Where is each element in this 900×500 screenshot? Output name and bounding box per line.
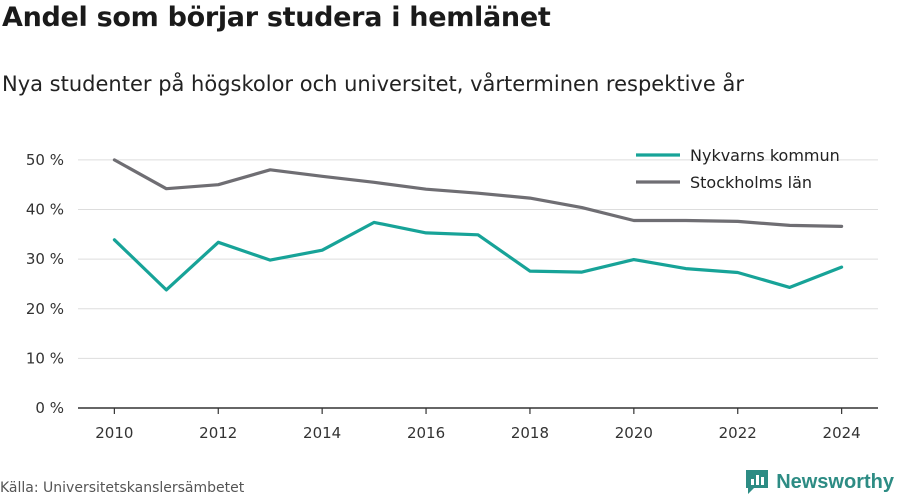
- legend-label: Nykvarns kommun: [690, 146, 840, 165]
- x-tick-label: 2018: [511, 424, 549, 442]
- y-tick-label: 30 %: [26, 250, 64, 268]
- source-note: Källa: Universitetskanslersämbetet: [0, 480, 245, 496]
- y-tick-label: 20 %: [26, 300, 64, 318]
- legend-label: Stockholms län: [690, 173, 812, 192]
- series-line-nykvarns-kommun: [112, 220, 844, 292]
- newsworthy-logo-icon: [746, 470, 769, 494]
- x-tick-label: 2016: [407, 424, 445, 442]
- y-tick-label: 0 %: [35, 399, 64, 417]
- y-tick-label: 10 %: [26, 349, 64, 367]
- x-tick-label: 2010: [95, 424, 133, 442]
- x-tick-label: 2022: [719, 424, 757, 442]
- series-line-stockholms-län: [112, 158, 844, 228]
- x-tick-label: 2014: [303, 424, 341, 442]
- chart-subtitle: Nya studenter på högskolor och universit…: [2, 72, 744, 96]
- chart-title: Andel som börjar studera i hemlänet: [2, 2, 551, 33]
- brand-name: Newsworthy: [776, 470, 894, 493]
- y-tick-label: 40 %: [26, 201, 64, 219]
- x-tick-label: 2020: [615, 424, 653, 442]
- x-tick-label: 2024: [823, 424, 861, 442]
- brand-logo[interactable]: Newsworthy: [744, 468, 894, 496]
- y-tick-label: 50 %: [26, 151, 64, 169]
- x-tick-label: 2012: [199, 424, 237, 442]
